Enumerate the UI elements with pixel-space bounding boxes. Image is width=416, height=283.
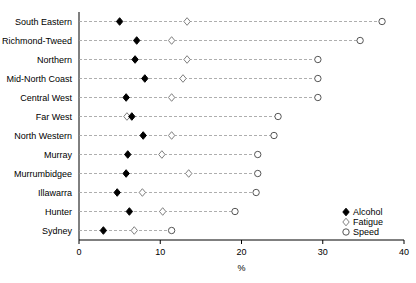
dot: [168, 37, 174, 45]
guide-line: [79, 154, 258, 155]
guide-line: [79, 135, 274, 136]
dot: [123, 94, 129, 102]
guide-line: [79, 40, 360, 41]
x-tick: [79, 240, 80, 244]
plot-area: [79, 18, 385, 235]
dot: [315, 56, 321, 62]
x-tick: [160, 240, 161, 244]
category-label: South Eastern: [15, 17, 72, 27]
dot: [133, 37, 139, 45]
dot: [232, 208, 238, 214]
x-tick: [241, 240, 242, 244]
guide-line: [79, 173, 258, 174]
dot: [185, 170, 191, 178]
dot: [379, 18, 385, 24]
dot: [100, 227, 106, 235]
legend-marker: [343, 208, 349, 216]
dot: [131, 227, 137, 235]
dot: [168, 227, 174, 233]
dot: [168, 94, 174, 102]
dot: [116, 18, 122, 26]
legend-label: Fatigue: [353, 217, 383, 227]
x-tick-label: 20: [236, 247, 246, 257]
category-label: Sydney: [42, 226, 73, 236]
guide-line: [79, 230, 172, 231]
category-label: Far West: [36, 112, 73, 122]
y-axis: [79, 12, 80, 240]
category-label: Murray: [44, 150, 73, 160]
x-axis-label: %: [237, 263, 245, 273]
category-label: Hunter: [45, 207, 72, 217]
x-tick-label: 0: [76, 247, 81, 257]
dot: [180, 75, 186, 83]
dot: [142, 75, 148, 83]
dot: [271, 132, 277, 138]
chart-svg: 0 10 20 30 40% South Eastern Richmond-Tweed Nor…: [0, 0, 416, 283]
dot: [114, 189, 120, 197]
dot: [184, 18, 190, 26]
category-label: Mid-North Coast: [6, 74, 72, 84]
category-label: Murrumbidgee: [14, 169, 72, 179]
dot: [255, 151, 261, 157]
dot: [253, 189, 259, 195]
legend: AlcoholFatigueSpeed: [343, 207, 383, 237]
category-label: Northern: [37, 55, 72, 65]
dot: [123, 170, 129, 178]
legend-label: Alcohol: [353, 207, 383, 217]
legend-marker: [343, 218, 349, 226]
dot: [132, 56, 138, 64]
guide-line: [79, 78, 318, 79]
guide-line: [79, 211, 235, 212]
guide-line: [79, 59, 318, 60]
legend-label: Speed: [353, 227, 379, 237]
dot: [357, 37, 363, 43]
legend-marker: [343, 229, 349, 235]
x-tick-label: 30: [318, 247, 328, 257]
guide-line: [79, 97, 318, 98]
dot: [126, 208, 132, 216]
category-label: Illawarra: [38, 188, 72, 198]
guide-line: [79, 116, 278, 117]
dot: [125, 151, 131, 159]
category-label: Central West: [20, 93, 72, 103]
dot: [184, 56, 190, 64]
dot: [159, 208, 165, 216]
guide-line: [79, 21, 382, 22]
x-tick: [322, 240, 323, 244]
chart: 0 10 20 30 40% South Eastern Richmond-Tweed Nor…: [0, 0, 416, 283]
dot: [255, 170, 261, 176]
dot: [168, 132, 174, 140]
dot: [159, 151, 165, 159]
category-label: Richmond-Tweed: [2, 36, 72, 46]
x-tick: [404, 240, 405, 244]
x-tick-label: 40: [399, 247, 409, 257]
guide-line: [79, 192, 256, 193]
dot: [315, 75, 321, 81]
category-label: North Western: [14, 131, 72, 141]
x-tick-label: 10: [155, 247, 165, 257]
dot: [139, 189, 145, 197]
dot: [140, 132, 146, 140]
dot: [129, 113, 135, 121]
dot: [315, 94, 321, 100]
dot: [275, 113, 281, 119]
